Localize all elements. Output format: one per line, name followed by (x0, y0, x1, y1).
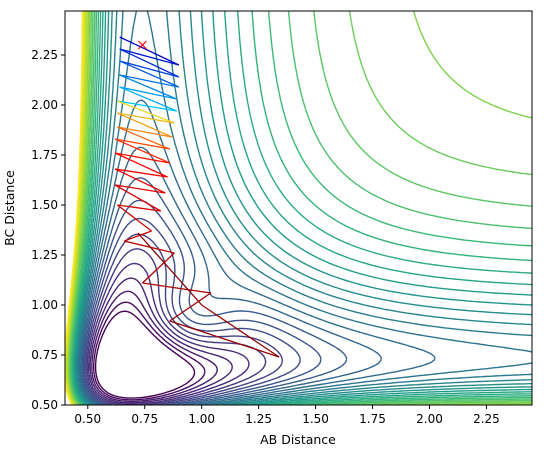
contour-level (94, 310, 196, 399)
x-tick-label: 1.25 (245, 412, 272, 426)
x-tick-label: 0.50 (74, 412, 101, 426)
x-tick-label: 2.25 (473, 412, 500, 426)
contour-level (83, 217, 301, 405)
x-tick-label: 2.00 (416, 412, 443, 426)
contour-level (86, 248, 267, 405)
start-marker (138, 40, 147, 50)
trajectory-segment (115, 168, 168, 178)
y-tick-label: 0.75 (31, 348, 58, 362)
y-tick-label: 0.50 (31, 398, 58, 412)
contour-level (71, 11, 532, 405)
trajectory-segment (169, 320, 280, 358)
trajectory-segment (115, 184, 166, 194)
y-axis: 0.50 0.75 1.00 1.25 1.50 1.75 2.00 2.25 (31, 48, 65, 412)
x-axis: 0.50 0.75 1.00 1.25 1.50 1.75 2.00 2.25 (74, 405, 500, 426)
trajectory-segment (117, 126, 171, 150)
trajectory-segment (114, 184, 162, 212)
contour-level (93, 301, 206, 401)
trajectory-segment (119, 86, 177, 112)
trajectory-segment (119, 74, 180, 88)
y-axis-label: BC Distance (2, 170, 17, 246)
start-marker-stroke (138, 40, 147, 50)
trajectory-segment (142, 282, 211, 294)
contour-level (73, 11, 532, 405)
contour-level (85, 233, 283, 405)
x-tick-label: 1.75 (359, 412, 386, 426)
y-tick-label: 2.00 (31, 98, 58, 112)
trajectory-segment (169, 292, 212, 322)
trajectory-segment (124, 240, 175, 254)
y-tick-label: 1.75 (31, 148, 58, 162)
trajectory-segment (117, 126, 173, 138)
contour-level (72, 11, 532, 405)
trajectory-segment (137, 232, 203, 306)
x-axis-label: AB Distance (260, 432, 336, 447)
trajectory-segment (142, 252, 175, 284)
contour-level (82, 199, 322, 405)
trajectory-segment (117, 204, 152, 232)
trajectory-segment (115, 138, 170, 150)
contour-level (78, 11, 532, 405)
y-tick-label: 2.25 (31, 48, 58, 62)
trajectory-segment (119, 74, 177, 100)
y-tick-label: 1.00 (31, 298, 58, 312)
contour-level (70, 11, 532, 405)
trajectory-segment (124, 230, 152, 242)
plot-frame (64, 10, 533, 406)
contour-level (79, 99, 436, 405)
contour-level (80, 146, 382, 405)
trajectory-segment (115, 152, 170, 164)
contour-level (81, 177, 348, 405)
contour-level (75, 11, 532, 405)
trajectory-segment (119, 48, 180, 78)
x-tick-label: 0.75 (131, 412, 158, 426)
contour-level (91, 290, 218, 403)
y-tick-label: 1.25 (31, 248, 58, 262)
trajectory-segment (114, 168, 166, 194)
trajectory-segment (119, 60, 180, 78)
contour-level (77, 11, 532, 405)
contour-level (74, 11, 532, 405)
contour-level (88, 262, 250, 405)
trajectory-path (114, 36, 280, 358)
x-tick-label: 1.50 (302, 412, 329, 426)
trajectory-segment (119, 86, 177, 100)
trajectory-segment (117, 100, 175, 124)
contour-level (89, 277, 233, 404)
trajectory-segment (119, 36, 180, 66)
trajectory-segment (201, 304, 280, 358)
trajectory-segment (117, 100, 177, 112)
trajectory-segment (114, 138, 171, 164)
contour-level (65, 11, 84, 405)
trajectory-segment (119, 60, 180, 88)
trajectory-segment (117, 112, 173, 138)
contour-level (76, 11, 532, 405)
trajectory-segment (117, 204, 161, 212)
trajectory-segment (117, 112, 175, 124)
x-tick-label: 1.00 (188, 412, 215, 426)
y-tick-label: 1.50 (31, 198, 58, 212)
trajectory-segment (119, 48, 180, 66)
trajectory-segment (114, 152, 168, 178)
contour-level (72, 11, 532, 405)
